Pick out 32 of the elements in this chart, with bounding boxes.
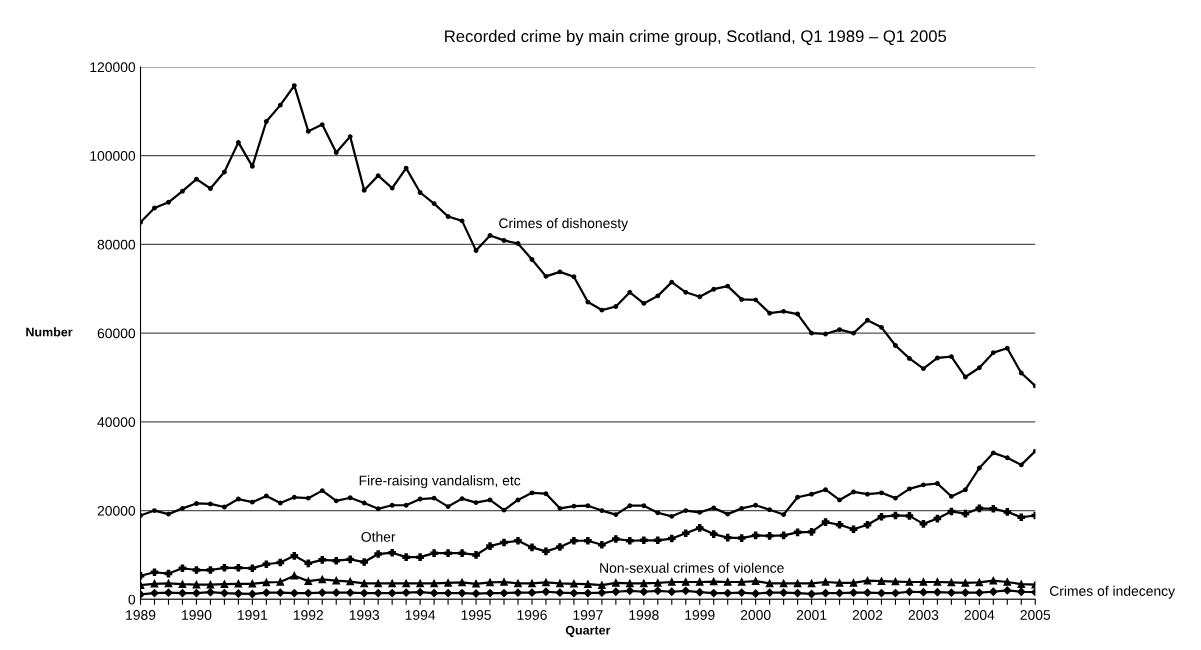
x-tick-label: 1998 <box>629 610 659 620</box>
x-tick-label: 1997 <box>573 610 603 620</box>
x-tick-label: 2004 <box>964 610 995 620</box>
x-tick-label: 1993 <box>349 610 380 620</box>
x-tick-label: 1996 <box>517 610 547 620</box>
y-axis-title: Number <box>26 327 73 337</box>
x-tick-label: 1989 <box>126 610 156 620</box>
x-tick-label: 1999 <box>685 610 715 620</box>
y-tick-label: 0 <box>128 594 136 605</box>
series-label: Other <box>361 531 396 542</box>
x-axis-title: Quarter <box>565 625 611 637</box>
series-label: Non-sexual crimes of violence <box>600 562 784 573</box>
x-tick-label: 1994 <box>405 610 436 620</box>
x-tick-label: 2005 <box>1020 610 1051 620</box>
y-tick-label: 120000 <box>90 62 136 73</box>
series-label: Crimes of dishonesty <box>499 217 629 231</box>
x-tick-label: 2000 <box>740 610 771 620</box>
x-tick-label: 2003 <box>908 610 939 620</box>
x-tick-label: 1995 <box>461 610 491 620</box>
x-tick-label: 1991 <box>237 610 268 620</box>
x-tick-label: 2001 <box>796 610 827 620</box>
x-tick-label: 2002 <box>852 610 883 620</box>
x-tick-label: 1990 <box>182 610 212 620</box>
y-tick-label: 100000 <box>90 151 136 161</box>
chart-title: Recorded crime by main crime group, Scotland, Q1 1989 – Q1 2005 <box>445 29 947 46</box>
y-tick-label: 60000 <box>97 328 136 339</box>
series-label: Crimes of indecency <box>1049 585 1176 599</box>
series-label: Fire-raising vandalism, etc <box>359 475 521 489</box>
x-tick-label: 1992 <box>293 610 324 620</box>
y-tick-label: 40000 <box>97 417 136 428</box>
y-tick-label: 20000 <box>97 505 136 516</box>
y-tick-label: 80000 <box>97 239 136 250</box>
